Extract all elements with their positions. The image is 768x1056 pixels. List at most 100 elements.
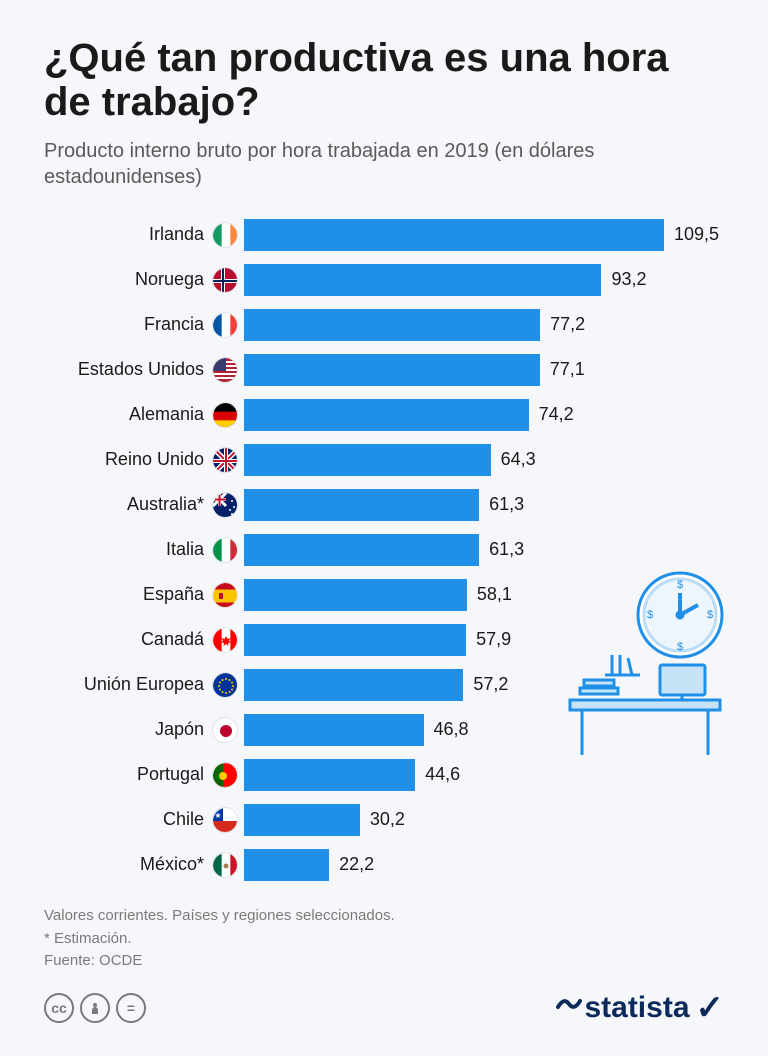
country-label: Portugal	[44, 764, 212, 785]
flag-fr-icon	[212, 312, 238, 338]
license-icons: cc =	[44, 993, 146, 1023]
bar	[244, 759, 415, 791]
bar-value: 64,3	[501, 449, 536, 470]
country-label: Noruega	[44, 269, 212, 290]
bar-chart: Irlanda 109,5 Noruega 93,2 Francia 77,2 Estado…	[44, 214, 724, 885]
country-label: Chile	[44, 809, 212, 830]
bar-row: Unión Europea 57,2	[44, 664, 724, 705]
flag-ie-icon	[212, 222, 238, 248]
bar-row: España 58,1	[44, 574, 724, 615]
country-label: Japón	[44, 719, 212, 740]
bar	[244, 624, 466, 656]
chart-subtitle: Producto interno bruto por hora trabajad…	[44, 138, 724, 190]
bar-wrap: 57,9	[244, 624, 724, 656]
bar-row: Italia 61,3	[44, 529, 724, 570]
cc-by-icon	[80, 993, 110, 1023]
svg-text:★: ★	[214, 811, 221, 820]
bar-row: Chile★ 30,2	[44, 799, 724, 840]
bar-value: 44,6	[425, 764, 460, 785]
bar	[244, 579, 467, 611]
bar-value: 109,5	[674, 224, 719, 245]
bar-value: 74,2	[539, 404, 574, 425]
bar	[244, 219, 664, 251]
bar-wrap: 46,8	[244, 714, 724, 746]
flag-au-icon	[212, 492, 238, 518]
bar-wrap: 64,3	[244, 444, 724, 476]
bar-value: 22,2	[339, 854, 374, 875]
bar-value: 61,3	[489, 494, 524, 515]
bar-wrap: 109,5	[244, 219, 724, 251]
cc-nd-icon: =	[116, 993, 146, 1023]
bar-value: 57,9	[476, 629, 511, 650]
cc-icon: cc	[44, 993, 74, 1023]
bar-row: Japón 46,8	[44, 709, 724, 750]
country-label: Estados Unidos	[44, 359, 212, 380]
bar-wrap: 74,2	[244, 399, 724, 431]
bar-row: Portugal 44,6	[44, 754, 724, 795]
bar-row: Irlanda 109,5	[44, 214, 724, 255]
flag-mx-icon	[212, 852, 238, 878]
country-label: Australia*	[44, 494, 212, 515]
flag-pt-icon	[212, 762, 238, 788]
bar-row: Reino Unido 64,3	[44, 439, 724, 480]
bar	[244, 264, 601, 296]
bar-value: 58,1	[477, 584, 512, 605]
country-label: Alemania	[44, 404, 212, 425]
bar-value: 30,2	[370, 809, 405, 830]
bar-wrap: 58,1	[244, 579, 724, 611]
bar-wrap: 77,1	[244, 354, 724, 386]
flag-cl-icon: ★	[212, 807, 238, 833]
bar-row: Canadá 57,9	[44, 619, 724, 660]
bar-row: Noruega 93,2	[44, 259, 724, 300]
bar-row: Estados Unidos 77,1	[44, 349, 724, 390]
bar-wrap: 44,6	[244, 759, 724, 791]
bar-value: 61,3	[489, 539, 524, 560]
bar-row: Francia 77,2	[44, 304, 724, 345]
bar	[244, 714, 424, 746]
statista-logo: statista ✓	[556, 988, 724, 1028]
country-label: Italia	[44, 539, 212, 560]
flag-ca-icon	[212, 627, 238, 653]
footnote-line: Valores corrientes. Países y regiones se…	[44, 905, 724, 928]
bar	[244, 534, 479, 566]
flag-gb-icon	[212, 447, 238, 473]
bar-row: Australia* 61,3	[44, 484, 724, 525]
country-label: Reino Unido	[44, 449, 212, 470]
bar	[244, 354, 540, 386]
bar-wrap: 61,3	[244, 534, 724, 566]
bar-value: 93,2	[611, 269, 646, 290]
flag-es-icon	[212, 582, 238, 608]
bar	[244, 309, 540, 341]
flag-us-icon	[212, 357, 238, 383]
bar	[244, 804, 360, 836]
bar	[244, 444, 491, 476]
country-label: España	[44, 584, 212, 605]
flag-no-icon	[212, 267, 238, 293]
country-label: Francia	[44, 314, 212, 335]
flag-it-icon	[212, 537, 238, 563]
bar-wrap: 22,2	[244, 849, 724, 881]
bar	[244, 399, 529, 431]
bar-value: 57,2	[473, 674, 508, 695]
flag-de-icon	[212, 402, 238, 428]
country-label: México*	[44, 854, 212, 875]
bar	[244, 849, 329, 881]
bar-wrap: 30,2	[244, 804, 724, 836]
flag-eu-icon	[212, 672, 238, 698]
footnotes: Valores corrientes. Países y regiones se…	[44, 905, 724, 973]
chart-title: ¿Qué tan productiva es una hora de traba…	[44, 36, 724, 124]
bar-row: Alemania 74,2	[44, 394, 724, 435]
country-label: Irlanda	[44, 224, 212, 245]
flag-jp-icon	[212, 717, 238, 743]
bar-wrap: 61,3	[244, 489, 724, 521]
bar-wrap: 77,2	[244, 309, 724, 341]
bar-row: México* 22,2	[44, 844, 724, 885]
bar	[244, 489, 479, 521]
country-label: Canadá	[44, 629, 212, 650]
footnote-line: * Estimación.	[44, 928, 724, 951]
bar	[244, 669, 463, 701]
bar-value: 46,8	[434, 719, 469, 740]
bar-wrap: 93,2	[244, 264, 724, 296]
country-label: Unión Europea	[44, 674, 212, 695]
bar-value: 77,2	[550, 314, 585, 335]
